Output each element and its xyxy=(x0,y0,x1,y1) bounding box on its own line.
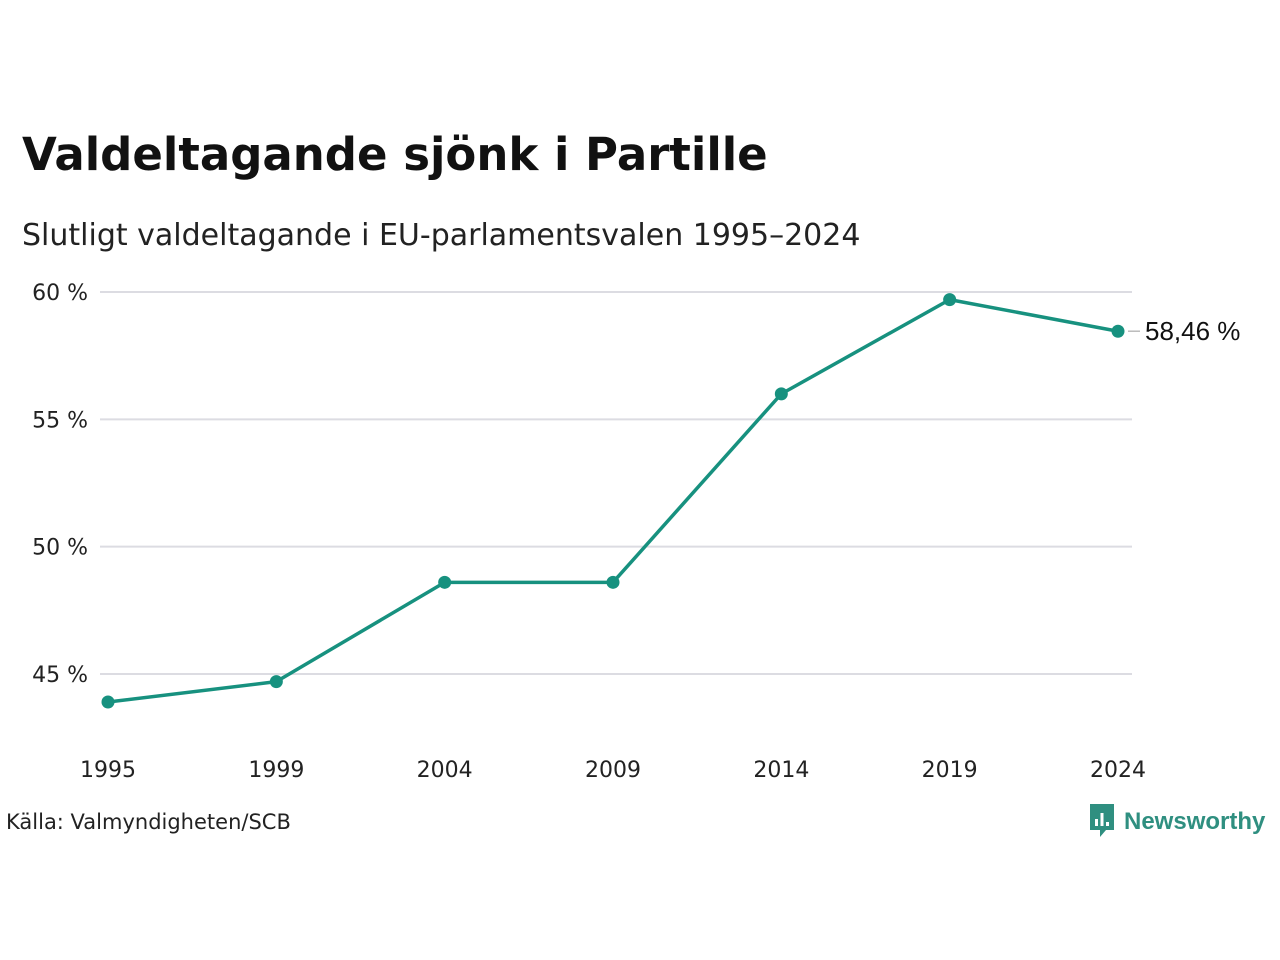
gridlines xyxy=(100,291,1132,675)
brand-name: Newsworthy xyxy=(1124,808,1266,835)
brand-logo[interactable]: Newsworthy xyxy=(1088,802,1265,842)
x-tick-label: 1999 xyxy=(248,758,304,783)
x-tick-label: 2024 xyxy=(1090,758,1146,783)
data-point xyxy=(943,293,957,307)
source-note: Källa: Valmyndigheten/SCB xyxy=(6,810,291,834)
y-tick-label: 55 % xyxy=(32,408,88,433)
x-tick-label: 2009 xyxy=(585,758,641,783)
end-value-label: 58,46 % xyxy=(1145,316,1240,346)
data-point xyxy=(269,675,283,689)
chart-title: Valdeltagande sjönk i Partille xyxy=(22,128,768,181)
y-tick-label: 60 % xyxy=(32,281,88,306)
data-point xyxy=(101,695,115,709)
data-point xyxy=(1111,324,1125,338)
x-tick-label: 1995 xyxy=(80,758,136,783)
x-tick-label: 2004 xyxy=(417,758,473,783)
series xyxy=(101,293,1125,709)
x-axis: 1995 1999 2004 2009 2014 2019 2024 xyxy=(80,758,1146,783)
x-tick-label: 2014 xyxy=(753,758,809,783)
data-point xyxy=(438,575,452,589)
data-point xyxy=(774,387,788,401)
y-axis: 45 % 50 % 55 % 60 % xyxy=(32,281,88,688)
y-tick-label: 50 % xyxy=(32,536,88,561)
end-label-group: 58,46 % xyxy=(1128,316,1240,346)
x-tick-label: 2019 xyxy=(922,758,978,783)
series-line xyxy=(107,297,1119,704)
newsworthy-logo-icon xyxy=(1088,802,1116,842)
chart-subtitle: Slutligt valdeltagande i EU-parlamentsva… xyxy=(22,218,861,253)
data-point xyxy=(606,575,620,589)
y-tick-label: 45 % xyxy=(32,663,88,688)
